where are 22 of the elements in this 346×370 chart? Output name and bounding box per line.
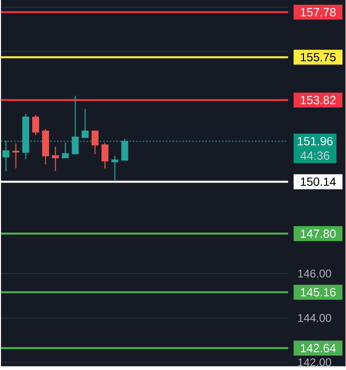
ref-line-label: 147.80 — [301, 229, 336, 238]
ref-line-label: 155.75 — [301, 53, 336, 62]
ref-line-label: 153.82 — [301, 96, 336, 104]
y-tick-label: 144.00 — [298, 314, 332, 322]
ref-line-label: 142.64 — [301, 344, 336, 352]
candlestick — [2, 140, 10, 172]
candlestick — [102, 142, 109, 169]
candlestick — [72, 95, 79, 154]
candlestick — [32, 114, 40, 136]
ref-line-label: 145.16 — [301, 288, 336, 296]
text: 44:36 — [300, 151, 330, 160]
candlestick — [62, 142, 70, 158]
ref-line-label: 151.96 — [298, 136, 333, 146]
ref-line-label: 157.78 — [301, 8, 336, 16]
ref-line-label: 150.14 — [301, 178, 336, 186]
candlestick — [122, 138, 128, 161]
candlestick — [92, 130, 99, 155]
candlestick — [82, 108, 89, 138]
y-tick-label: 146.00 — [298, 270, 332, 278]
candlestick — [12, 143, 20, 169]
y-tick-label: 142.00 — [298, 358, 332, 366]
candlestick — [112, 155, 119, 182]
